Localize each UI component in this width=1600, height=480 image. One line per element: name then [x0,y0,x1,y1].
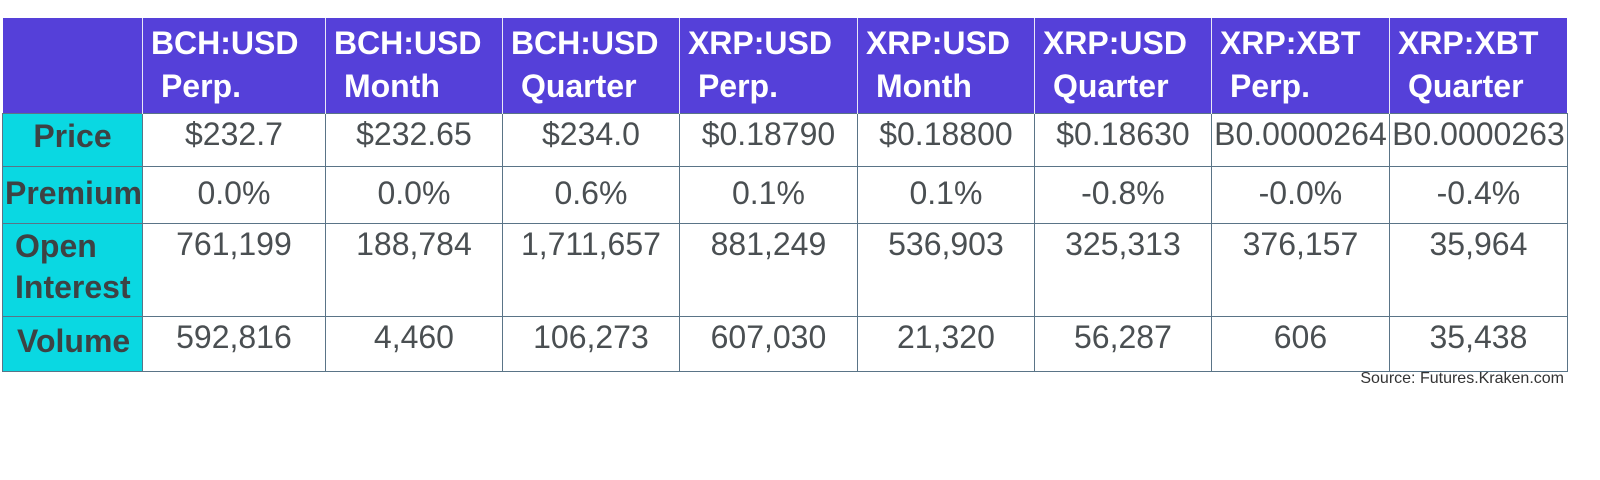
table-cell: B0.0000263 [1388,113,1568,167]
column-header: BCH:USD Month [325,18,503,114]
table-cell: 56,287 [1033,316,1212,372]
column-header: XRP:XBT Quarter [1389,18,1568,114]
table-cell: -0.4% [1388,166,1568,224]
table-cell: B0.0000264 [1210,113,1390,167]
table-cell: 0.0% [324,166,503,224]
table-cell: 1,711,657 [501,223,680,317]
table-cell: 106,273 [501,316,680,372]
table-cell: $0.18790 [678,113,858,167]
table-cell: 188,784 [324,223,503,317]
table-cell: 376,157 [1210,223,1390,317]
header-row: BCH:USD Perp. BCH:USD Month BCH:USD Quarter… [2,18,1568,114]
row-header: Premium [2,166,143,224]
column-header: XRP:XBT Perp. [1211,18,1390,114]
table-cell: 606 [1210,316,1390,372]
table-cell: 592,816 [141,316,326,372]
source-note: Source: Futures.Kraken.com [1360,370,1564,387]
table-cell: -0.8% [1033,166,1212,224]
column-header: XRP:USD Quarter [1034,18,1212,114]
table-cell: 881,249 [678,223,858,317]
table-cell: 0.6% [501,166,680,224]
table-row-volume: Volume 592,816 4,460 106,273 607,030 21,… [2,316,1568,372]
table-row-open-interest: Open Interest 761,199 188,784 1,711,657 8… [2,223,1568,317]
column-header: XRP:USD Month [857,18,1035,114]
row-header: Open Interest [2,223,143,317]
table-cell: 0.1% [856,166,1035,224]
table-cell: 21,320 [856,316,1035,372]
table-cell: 35,438 [1388,316,1568,372]
table-cell: 536,903 [856,223,1035,317]
futures-table-container: BCH:USD Perp. BCH:USD Month BCH:USD Quarter… [2,18,1568,372]
futures-table: BCH:USD Perp. BCH:USD Month BCH:USD Quarter… [2,18,1568,372]
table-cell: $0.18800 [856,113,1035,167]
table-cell: 325,313 [1033,223,1212,317]
table-cell: $232.7 [141,113,326,167]
table-cell: 607,030 [678,316,858,372]
table-cell: 0.0% [141,166,326,224]
table-cell: 35,964 [1388,223,1568,317]
table-row-price: Price $232.7 $232.65 $234.0 $0.18790 $0.… [2,113,1568,167]
table-cell: 761,199 [141,223,326,317]
table-cell: $0.18630 [1033,113,1212,167]
corner-cell [2,18,143,114]
table-row-premium: Premium 0.0% 0.0% 0.6% 0.1% 0.1% -0.8% -… [2,166,1568,224]
table-cell: 4,460 [324,316,503,372]
row-header: Volume [2,316,143,372]
column-header: BCH:USD Perp. [142,18,326,114]
table-cell: $232.65 [324,113,503,167]
row-header: Price [2,113,143,167]
table-cell: 0.1% [678,166,858,224]
table-cell: -0.0% [1210,166,1390,224]
column-header: BCH:USD Quarter [502,18,680,114]
column-header: XRP:USD Perp. [679,18,858,114]
table-cell: $234.0 [501,113,680,167]
